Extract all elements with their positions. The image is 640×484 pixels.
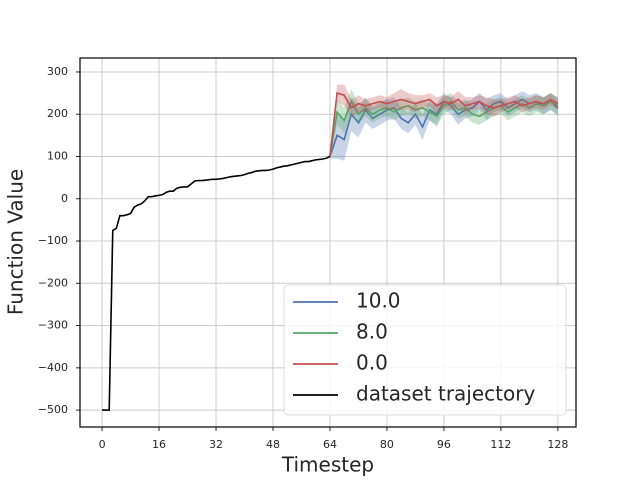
legend-label: dataset trajectory xyxy=(356,382,535,406)
legend-label: 8.0 xyxy=(356,320,388,344)
y-tick-label: 200 xyxy=(47,107,68,120)
legend-label: 0.0 xyxy=(356,351,388,375)
series-line xyxy=(102,155,331,411)
y-tick-label: 100 xyxy=(47,149,68,162)
x-tick-label: 48 xyxy=(266,438,280,451)
x-tick-label: 32 xyxy=(209,438,223,451)
y-tick-label: −300 xyxy=(38,319,68,332)
axes-frame xyxy=(79,57,577,428)
y-tick-label: −100 xyxy=(38,234,68,247)
x-tick-label: 96 xyxy=(437,438,451,451)
x-tick-label: 128 xyxy=(547,438,568,451)
x-tick-label: 80 xyxy=(380,438,394,451)
plot-area: 0 16 32 48 64 80 96 112 128 −500 −400 −300 −200 −100 0… xyxy=(38,57,577,451)
x-tick-label: 112 xyxy=(490,438,511,451)
y-tick-label: −400 xyxy=(38,361,68,374)
y-tick-label: −200 xyxy=(38,276,68,289)
y-axis-label: Function Value xyxy=(4,169,28,315)
y-tick-label: 300 xyxy=(47,65,68,78)
y-tick-label: −500 xyxy=(38,403,68,416)
y-tick-label: 0 xyxy=(61,192,68,205)
x-tick-label: 64 xyxy=(323,438,337,451)
x-tick-label: 0 xyxy=(99,438,106,451)
legend-label: 10.0 xyxy=(356,289,401,313)
x-tick-label: 16 xyxy=(152,438,166,451)
x-axis-label: Timestep xyxy=(281,453,374,477)
legend: 10.0 8.0 0.0 dataset trajectory xyxy=(283,284,567,416)
legend-box xyxy=(283,284,567,416)
series-line xyxy=(329,92,559,157)
